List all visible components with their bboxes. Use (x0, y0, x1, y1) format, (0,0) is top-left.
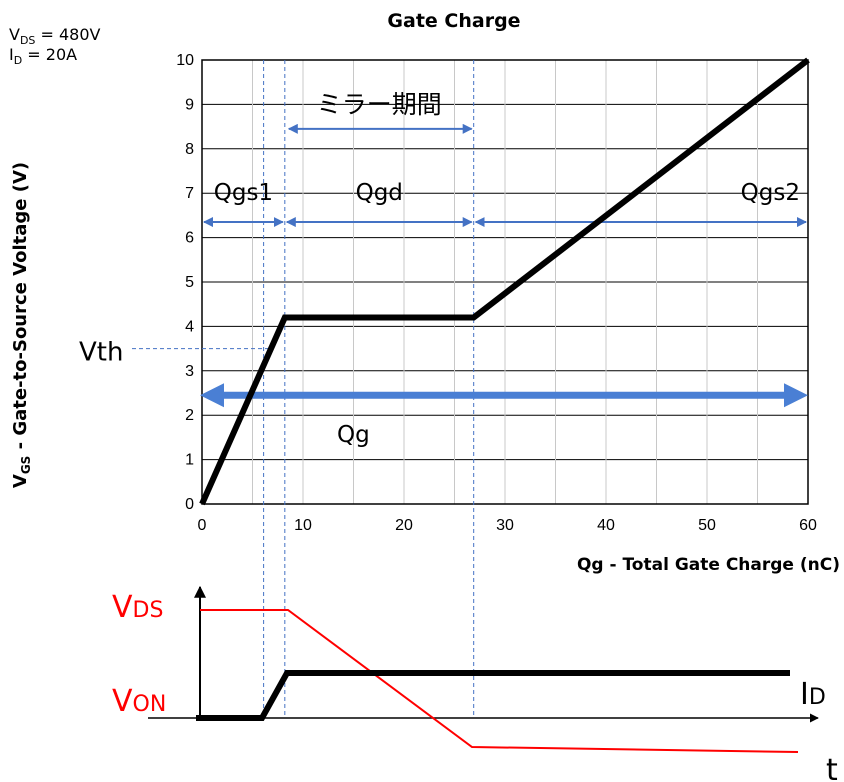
y-tick-label: 9 (185, 96, 194, 113)
annotations: Vth Qgs1 Qgd Qgs2 ミラー期間 Qg (79, 90, 808, 448)
region-label: Qgs1 (214, 180, 273, 206)
x-tick-label: 60 (799, 517, 817, 534)
y-tick-label: 7 (185, 185, 194, 202)
qg-arrow-head-left (200, 383, 224, 408)
y-tick-label: 1 (185, 452, 194, 469)
id-label: ID (800, 677, 826, 712)
switching-waveform: VDS VON ID t (112, 585, 838, 782)
y-tick-label: 4 (185, 318, 194, 335)
qg-arrow (200, 383, 808, 408)
id-waveform (196, 670, 790, 721)
condition-vds: VDS = 480V (9, 25, 101, 47)
plot-frame (201, 59, 809, 505)
vds-waveform (200, 609, 799, 753)
vds-label: VDS (112, 590, 163, 625)
x-tick-label: 20 (395, 517, 413, 534)
gate-charge-curve (199, 57, 810, 506)
miller-label: ミラー期間 (317, 90, 442, 119)
x-tick-label: 10 (294, 517, 312, 534)
region-label: Qgs2 (741, 180, 800, 206)
y-tick-label: 6 (185, 230, 194, 247)
x-tick-label: 0 (198, 517, 207, 534)
y-tick-label: 5 (185, 274, 194, 291)
vth-label: Vth (79, 338, 123, 368)
region-label: Qgd (356, 180, 403, 206)
y-axis-label: VGS - Gate-to-Source Voltage (V) (10, 162, 33, 488)
qg-arrow-head-right (784, 383, 808, 408)
von-label: VON (112, 684, 166, 719)
time-label: t (826, 753, 838, 782)
condition-id: ID = 20A (9, 45, 77, 67)
x-tick-label: 50 (698, 517, 716, 534)
y-tick-label: 10 (176, 52, 194, 69)
series (199, 57, 810, 506)
y-tick-label: 8 (185, 141, 194, 158)
x-tick-label: 40 (597, 517, 615, 534)
y-tick-label: 2 (185, 407, 194, 424)
x-tick-label: 30 (496, 517, 514, 534)
ticks: 0 1 2 3 4 5 6 7 8 9 10 0 10 20 30 40 50 60 (176, 52, 817, 534)
y-tick-label: 3 (185, 363, 194, 380)
chart-title: Gate Charge (387, 10, 520, 32)
x-axis-label: Qg - Total Gate Charge (nC) (577, 555, 840, 575)
qg-label: Qg (337, 422, 370, 448)
marker-lines (263, 60, 475, 718)
y-tick-label: 0 (185, 496, 194, 513)
